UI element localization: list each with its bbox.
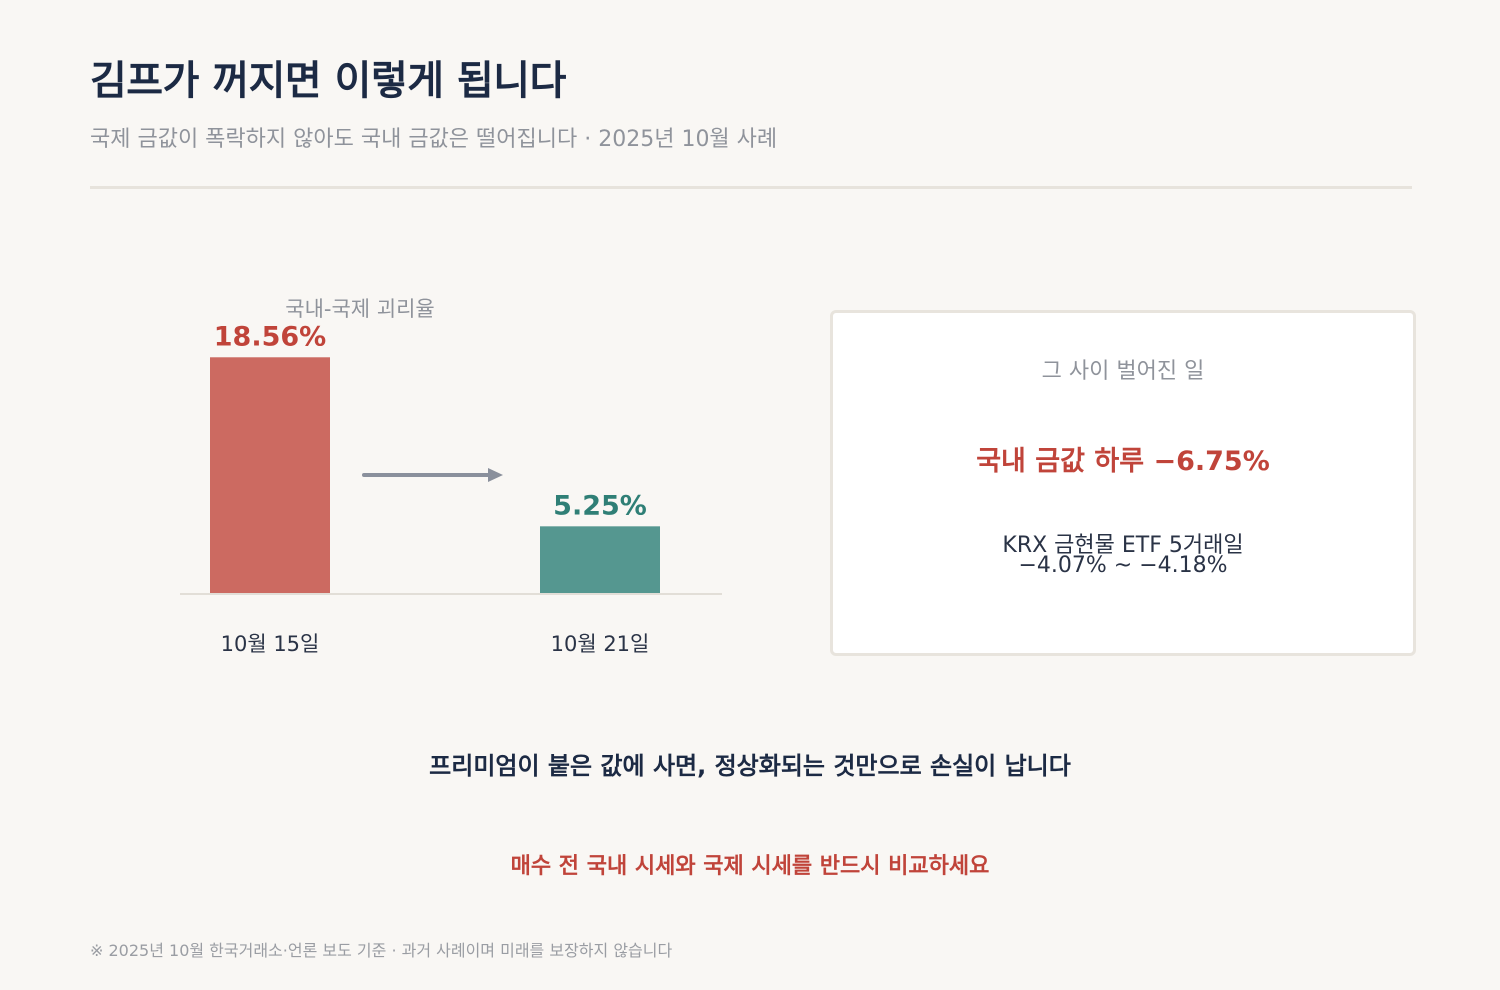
call-to-action: 매수 전 국내 시세와 국제 시세를 반드시 비교하세요 <box>510 854 990 879</box>
page-title: 김프가 꺼지면 이렇게 됩니다 <box>90 58 566 104</box>
bar-2 <box>540 526 660 593</box>
bar-1 <box>210 357 330 593</box>
key-message: 프리미엄이 붙은 값에 사면, 정상화되는 것만으로 손실이 납니다 <box>429 752 1071 780</box>
card-detail-line2: −4.07% ~ −4.18% <box>1018 553 1228 578</box>
chart-title: 국내-국제 괴리율 <box>285 297 435 321</box>
card-main-stat: 국내 금값 하루 −6.75% <box>976 446 1270 477</box>
header-divider <box>90 186 1412 189</box>
category-label-1: 10월 15일 <box>221 632 320 656</box>
card-heading: 그 사이 벌어진 일 <box>1041 359 1205 384</box>
page-subtitle: 국제 금값이 폭락하지 않아도 국내 금값은 떨어집니다 · 2025년 10월… <box>90 127 778 152</box>
category-label-2: 10월 21일 <box>551 632 650 656</box>
bar-value-label-1: 18.56% <box>214 321 326 352</box>
card-detail-line1: KRX 금현물 ETF 5거래일 <box>1002 533 1244 558</box>
gap-bar-chart: 국내-국제 괴리율 18.56% 10월 15일 5.25% 10월 21일 <box>180 297 722 656</box>
bar-value-label-2: 5.25% <box>553 490 647 521</box>
summary-card: 그 사이 벌어진 일 국내 금값 하루 −6.75% KRX 금현물 ETF 5… <box>830 310 1416 656</box>
footnote: ※ 2025년 10월 한국거래소·언론 보도 기준 · 과거 사례이며 미래를… <box>90 941 673 960</box>
trend-arrow <box>362 468 503 482</box>
